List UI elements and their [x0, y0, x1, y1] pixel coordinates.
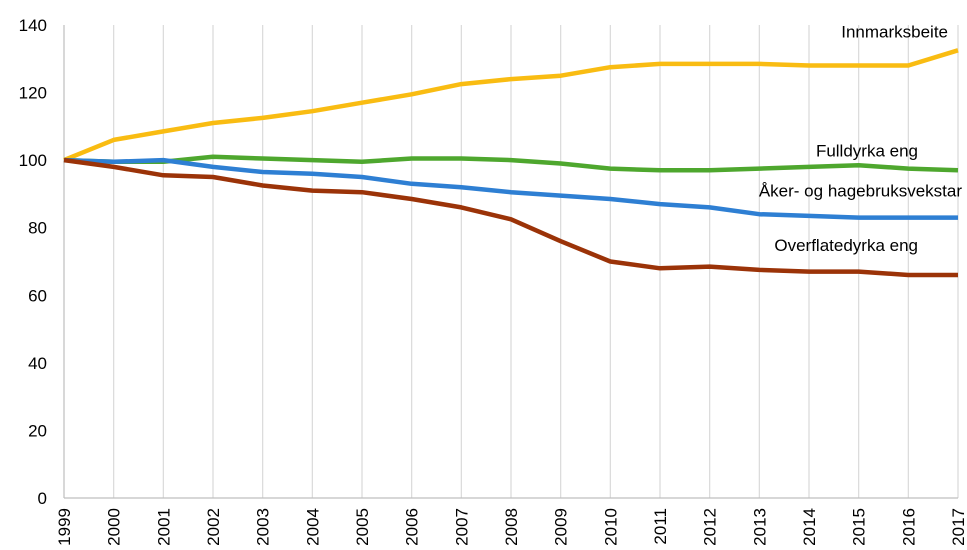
series-labels: Innmarksbeite Fulldyrka eng Åker- og hageb… — [759, 22, 962, 255]
series-line-3 — [63, 157, 958, 278]
series-label-3: Overflatedyrka eng — [774, 236, 918, 255]
axes — [63, 25, 958, 499]
x-tick-label: 2011 — [651, 508, 670, 545]
y-tick-label: 100 — [19, 151, 47, 170]
x-tick-label: 2001 — [154, 508, 173, 546]
x-tick-label: 2013 — [750, 508, 769, 546]
series-label-0: Innmarksbeite — [841, 22, 948, 41]
x-tick-label: 2016 — [899, 508, 918, 546]
x-tick-label: 2005 — [353, 508, 372, 546]
x-tick-label: 2002 — [204, 508, 223, 546]
x-tick-label: 2006 — [403, 508, 422, 546]
y-tick-label: 80 — [28, 219, 47, 238]
y-tick-label: 40 — [28, 354, 47, 373]
series-lines — [63, 48, 959, 278]
series-line-0 — [63, 48, 959, 163]
x-tick-label: 2017 — [949, 508, 967, 546]
x-tick-label: 2003 — [254, 508, 273, 546]
y-tick-label: 120 — [19, 84, 47, 103]
x-tick-label: 2014 — [800, 508, 819, 546]
x-tick-label: 2009 — [552, 508, 571, 546]
series-line-2 — [63, 157, 958, 220]
x-tick-label: 1999 — [55, 508, 74, 546]
x-tick-label: 2007 — [452, 508, 471, 546]
series-label-1: Fulldyrka eng — [816, 141, 918, 160]
y-tick-label: 0 — [38, 489, 47, 508]
x-tick-label: 2004 — [303, 508, 322, 546]
x-tick-label: 2008 — [502, 508, 521, 546]
y-tick-label: 20 — [28, 421, 47, 440]
x-tick-label: 2010 — [601, 508, 620, 546]
x-tick-label: 2015 — [850, 508, 869, 546]
gridlines — [113, 25, 959, 498]
y-tick-labels: 0 20 40 60 80 100 120 140 — [19, 16, 47, 508]
series-label-2: Åker- og hagebruksvekstar — [759, 182, 962, 201]
x-tick-label: 2000 — [105, 508, 124, 546]
x-tick-label: 2012 — [701, 508, 720, 546]
x-tick-labels: 1999 2000 2001 2002 2003 2004 2005 2006 2007 2008… — [55, 508, 967, 546]
y-tick-label: 60 — [28, 286, 47, 305]
y-tick-label: 140 — [19, 16, 47, 35]
series-line-1 — [63, 154, 959, 173]
